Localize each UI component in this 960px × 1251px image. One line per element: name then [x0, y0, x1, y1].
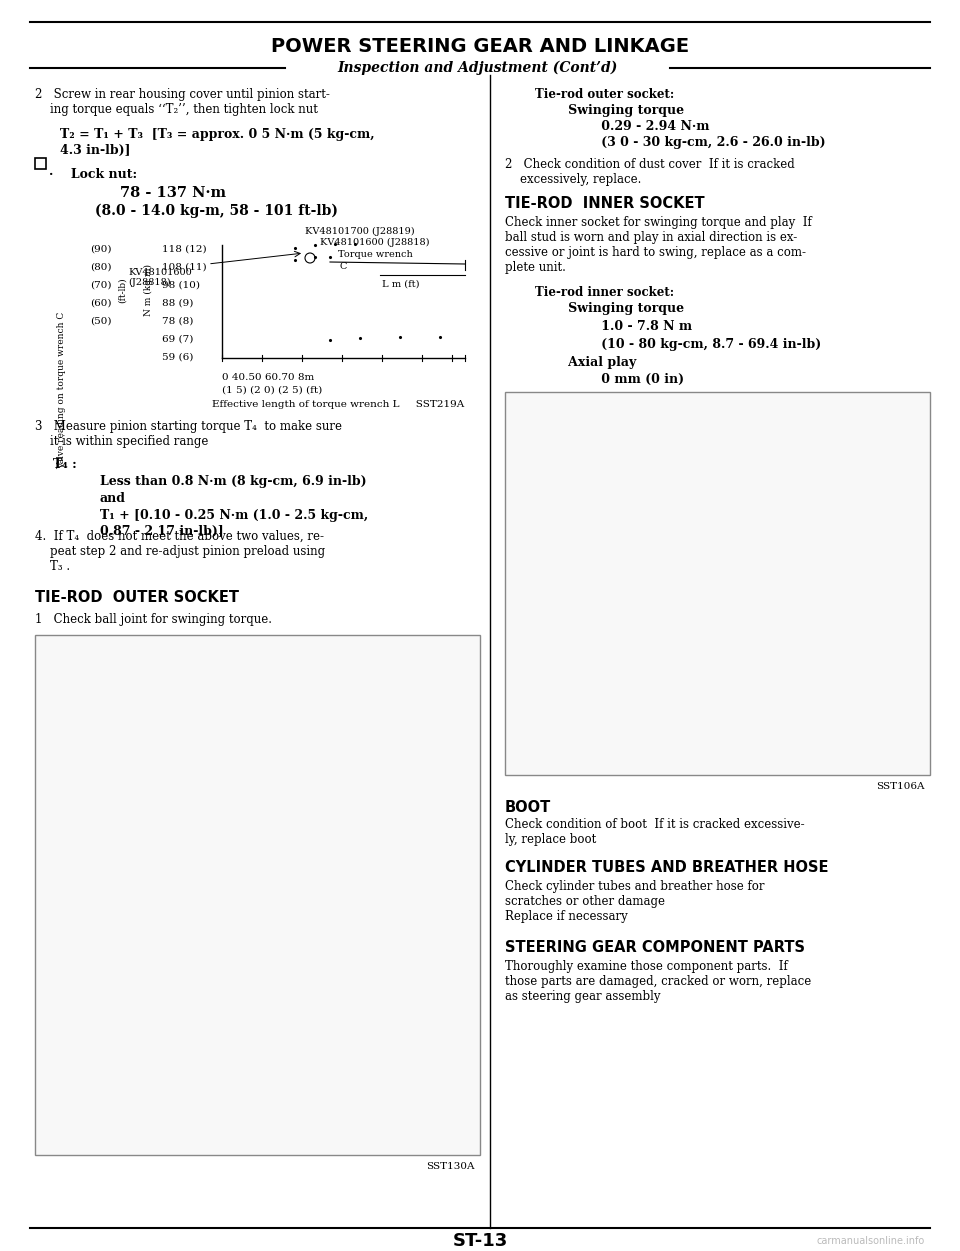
Text: ing torque equals ‘‘T₂’’, then tighten lock nut: ing torque equals ‘‘T₂’’, then tighten l… — [35, 103, 318, 116]
Text: (70): (70) — [90, 280, 112, 289]
Text: Effective length of torque wrench L     SST219A: Effective length of torque wrench L SST2… — [212, 400, 465, 409]
Text: Torque wrench: Torque wrench — [338, 250, 413, 259]
Text: (8.0 - 14.0 kg-m, 58 - 101 ft-lb): (8.0 - 14.0 kg-m, 58 - 101 ft-lb) — [95, 204, 338, 219]
FancyBboxPatch shape — [505, 392, 930, 776]
Text: ST-13: ST-13 — [452, 1232, 508, 1250]
Text: KV48101600: KV48101600 — [128, 268, 192, 276]
Text: 2   Screw in rear housing cover until pinion start-: 2 Screw in rear housing cover until pini… — [35, 88, 330, 101]
Text: L m (ft): L m (ft) — [382, 280, 420, 289]
Text: STEERING GEAR COMPONENT PARTS: STEERING GEAR COMPONENT PARTS — [505, 940, 805, 955]
Text: T₂ = T₁ + T₃  [T₃ = approx. 0 5 N·m (5 kg-cm,: T₂ = T₁ + T₃ [T₃ = approx. 0 5 N·m (5 kg… — [60, 128, 374, 141]
Text: Valve reading on torque wrench C: Valve reading on torque wrench C — [58, 311, 66, 469]
Text: 88 (9): 88 (9) — [162, 299, 193, 308]
Text: 0.29 - 2.94 N·m: 0.29 - 2.94 N·m — [575, 120, 709, 133]
Text: 3   Measure pinion starting torque T₄  to make sure: 3 Measure pinion starting torque T₄ to m… — [35, 420, 342, 433]
Text: peat step 2 and re-adjust pinion preload using: peat step 2 and re-adjust pinion preload… — [35, 545, 325, 558]
Text: (10 - 80 kg-cm, 8.7 - 69.4 in-lb): (10 - 80 kg-cm, 8.7 - 69.4 in-lb) — [575, 338, 821, 352]
Text: excessively, replace.: excessively, replace. — [505, 173, 641, 186]
Text: (60): (60) — [90, 299, 112, 308]
Text: T₄ :: T₄ : — [53, 458, 77, 470]
Text: plete unit.: plete unit. — [505, 261, 565, 274]
Text: KV48101700 (J28819): KV48101700 (J28819) — [305, 226, 415, 236]
Text: TIE-ROD  OUTER SOCKET: TIE-ROD OUTER SOCKET — [35, 590, 239, 605]
Text: 98 (10): 98 (10) — [162, 280, 200, 289]
Text: (J28818): (J28818) — [128, 278, 171, 288]
Text: Swinging torque: Swinging torque — [555, 301, 684, 315]
Text: 78 (8): 78 (8) — [162, 317, 193, 325]
Text: 0 mm (0 in): 0 mm (0 in) — [575, 373, 684, 387]
Text: T₃ .: T₃ . — [35, 560, 70, 573]
Text: (ft-lb): (ft-lb) — [117, 278, 127, 303]
Text: SST106A: SST106A — [876, 782, 925, 791]
FancyBboxPatch shape — [35, 158, 46, 169]
Text: TIE-ROD  INNER SOCKET: TIE-ROD INNER SOCKET — [505, 196, 705, 211]
Text: Check cylinder tubes and breather hose for: Check cylinder tubes and breather hose f… — [505, 879, 764, 893]
Text: ·    Lock nut:: · Lock nut: — [49, 168, 137, 181]
Text: C: C — [340, 261, 348, 271]
Text: 2   Check condition of dust cover  If it is cracked: 2 Check condition of dust cover If it is… — [505, 158, 795, 171]
Text: Swinging torque: Swinging torque — [555, 104, 684, 118]
Text: T₁ + [0.10 - 0.25 N·m (1.0 - 2.5 kg-cm,: T₁ + [0.10 - 0.25 N·m (1.0 - 2.5 kg-cm, — [100, 509, 369, 522]
Text: N m (kg m): N m (kg m) — [143, 264, 153, 317]
Text: (50): (50) — [90, 317, 112, 325]
Text: 59 (6): 59 (6) — [162, 353, 193, 362]
Text: (1 5) (2 0) (2 5) (ft): (1 5) (2 0) (2 5) (ft) — [222, 387, 323, 395]
Text: 0 40.50 60.70 8m: 0 40.50 60.70 8m — [222, 373, 314, 382]
Text: (3 0 - 30 kg-cm, 2.6 - 26.0 in-lb): (3 0 - 30 kg-cm, 2.6 - 26.0 in-lb) — [575, 136, 826, 149]
Text: 4.3 in-lb)]: 4.3 in-lb)] — [60, 144, 131, 156]
Text: (80): (80) — [90, 263, 112, 271]
Text: 118 (12): 118 (12) — [162, 244, 206, 254]
Text: carmanualsonline.info: carmanualsonline.info — [817, 1236, 925, 1246]
Text: Less than 0.8 N·m (8 kg-cm, 6.9 in-lb): Less than 0.8 N·m (8 kg-cm, 6.9 in-lb) — [100, 475, 367, 488]
Text: those parts are damaged, cracked or worn, replace: those parts are damaged, cracked or worn… — [505, 975, 811, 988]
Text: ly, replace boot: ly, replace boot — [505, 833, 596, 846]
Text: SST130A: SST130A — [426, 1162, 475, 1171]
Text: cessive or joint is hard to swing, replace as a com-: cessive or joint is hard to swing, repla… — [505, 246, 806, 259]
Text: 4.  If T₄  does not meet the above two values, re-: 4. If T₄ does not meet the above two val… — [35, 530, 324, 543]
Text: Check condition of boot  If it is cracked excessive-: Check condition of boot If it is cracked… — [505, 818, 804, 831]
Text: 69 (7): 69 (7) — [162, 334, 193, 344]
Text: Replace if necessary: Replace if necessary — [505, 909, 628, 923]
Text: as steering gear assembly: as steering gear assembly — [505, 990, 660, 1003]
Text: 108 (11): 108 (11) — [162, 263, 206, 271]
Text: Check inner socket for swinging torque and play  If: Check inner socket for swinging torque a… — [505, 216, 812, 229]
Text: Tie-rod outer socket:: Tie-rod outer socket: — [535, 88, 674, 101]
Text: and: and — [100, 492, 126, 505]
Text: 0.87 - 2 17 in-lb)]: 0.87 - 2 17 in-lb)] — [100, 525, 224, 538]
Text: 78 - 137 N·m: 78 - 137 N·m — [120, 186, 226, 200]
FancyBboxPatch shape — [35, 636, 480, 1155]
Text: CYLINDER TUBES AND BREATHER HOSE: CYLINDER TUBES AND BREATHER HOSE — [505, 859, 828, 874]
Text: 1   Check ball joint for swinging torque.: 1 Check ball joint for swinging torque. — [35, 613, 272, 626]
Text: Axial play: Axial play — [555, 357, 636, 369]
Text: POWER STEERING GEAR AND LINKAGE: POWER STEERING GEAR AND LINKAGE — [271, 36, 689, 55]
Text: Inspection and Adjustment (Cont’d): Inspection and Adjustment (Cont’d) — [338, 61, 618, 75]
Text: Thoroughly examine those component parts.  If: Thoroughly examine those component parts… — [505, 960, 788, 973]
Text: it is within specified range: it is within specified range — [35, 435, 208, 448]
Text: (90): (90) — [90, 244, 112, 254]
Text: Tie-rod inner socket:: Tie-rod inner socket: — [535, 286, 674, 299]
Text: ball stud is worn and play in axial direction is ex-: ball stud is worn and play in axial dire… — [505, 231, 797, 244]
Text: 1.0 - 7.8 N m: 1.0 - 7.8 N m — [575, 320, 692, 333]
Text: scratches or other damage: scratches or other damage — [505, 894, 665, 908]
Text: BOOT: BOOT — [505, 799, 551, 814]
Text: KV48101600 (J28818): KV48101600 (J28818) — [320, 238, 429, 248]
